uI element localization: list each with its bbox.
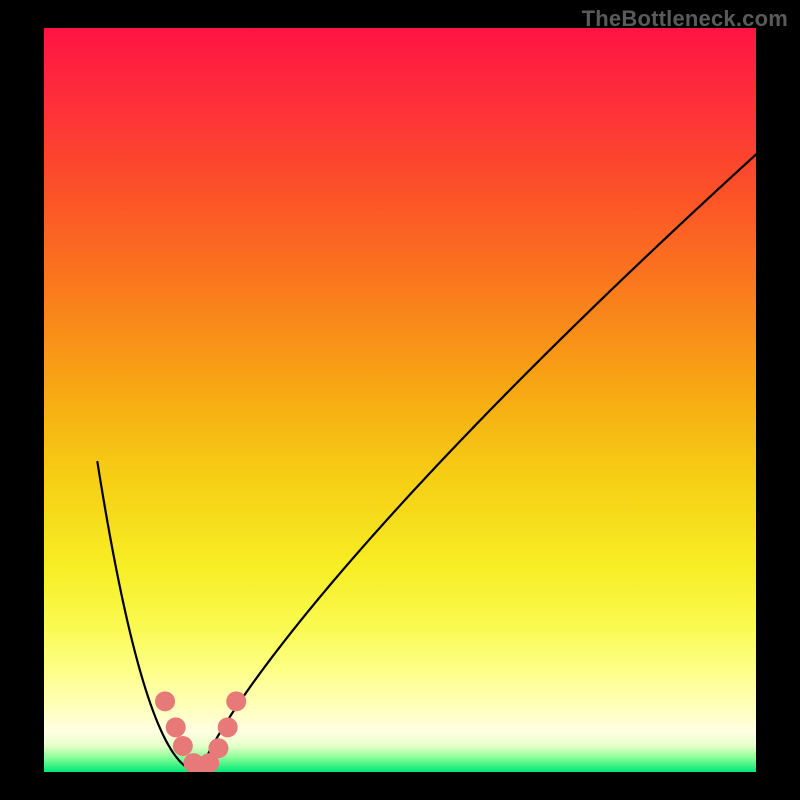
chart-canvas: TheBottleneck.com	[0, 0, 800, 800]
data-marker	[208, 738, 228, 758]
bottleneck-chart-svg	[0, 0, 800, 800]
watermark-text: TheBottleneck.com	[582, 6, 788, 32]
data-marker	[218, 717, 238, 737]
data-marker	[226, 691, 246, 711]
data-marker	[155, 691, 175, 711]
data-marker	[173, 736, 193, 756]
plot-area	[44, 28, 756, 772]
data-marker	[166, 717, 186, 737]
